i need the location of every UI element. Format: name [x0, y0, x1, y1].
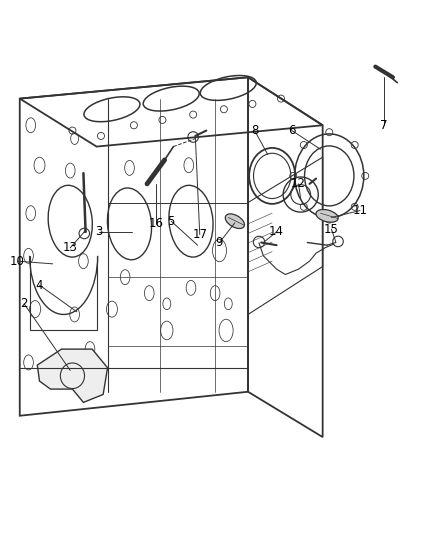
- Text: 2: 2: [20, 297, 28, 310]
- Polygon shape: [37, 349, 107, 402]
- Text: 16: 16: [148, 217, 163, 230]
- Text: 12: 12: [290, 177, 305, 190]
- Text: 14: 14: [268, 225, 283, 238]
- Text: 6: 6: [287, 124, 295, 137]
- Text: 5: 5: [167, 215, 174, 228]
- Ellipse shape: [225, 214, 244, 229]
- Text: 13: 13: [63, 241, 78, 254]
- Text: 8: 8: [251, 124, 258, 137]
- Text: 17: 17: [192, 228, 207, 241]
- Ellipse shape: [315, 209, 337, 222]
- Text: 11: 11: [352, 204, 367, 217]
- Text: 4: 4: [35, 279, 43, 292]
- Text: 7: 7: [379, 119, 387, 132]
- Text: 10: 10: [10, 255, 25, 268]
- Text: 3: 3: [95, 225, 102, 238]
- Text: 15: 15: [323, 223, 338, 236]
- Text: 9: 9: [215, 236, 223, 249]
